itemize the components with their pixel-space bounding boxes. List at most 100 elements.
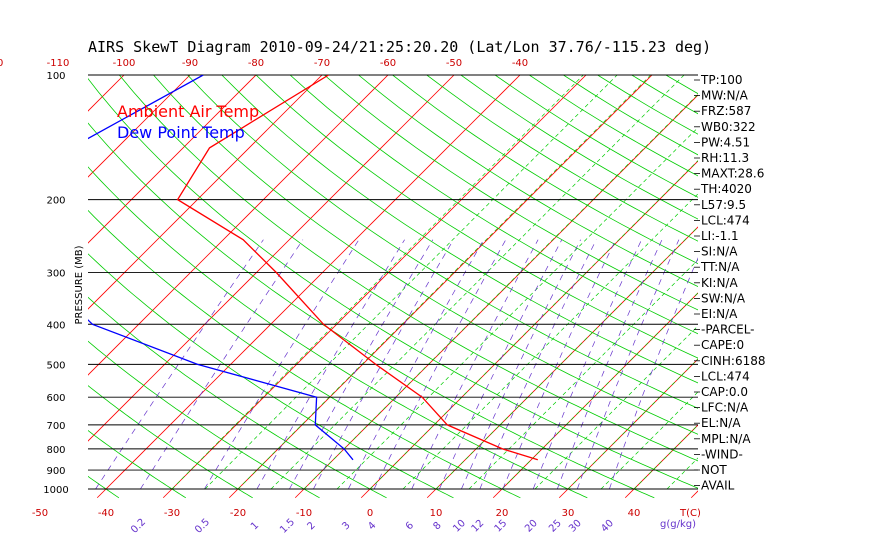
dry-adiabat-line	[88, 166, 588, 499]
isotherm-line	[96, 75, 521, 499]
pressure-tick-label: 800	[46, 445, 65, 456]
mixing-ratio-line	[502, 239, 617, 490]
bottom-tick-label: 30	[562, 508, 575, 519]
moist-adiabat-line	[336, 127, 698, 490]
index-entry: LFC:N/A	[701, 401, 749, 415]
isotherm-line	[624, 424, 698, 499]
mixing-ratio-tick-label: 0.2	[129, 517, 148, 536]
chart-title: AIRS SkewT Diagram 2010-09-24/21:25:20.2…	[88, 38, 711, 56]
isotherm-line	[88, 75, 455, 442]
top-tick-label: -60	[380, 58, 396, 69]
top-tick-label: -100	[113, 58, 136, 69]
mixing-ratio-line	[373, 239, 507, 490]
dew-point-temp-line	[88, 75, 354, 461]
isotherm-line	[162, 75, 587, 499]
isotherm-line	[88, 75, 323, 310]
isobars	[88, 74, 698, 490]
profiles	[88, 75, 538, 461]
dry-adiabat-line	[88, 385, 253, 499]
moist-adiabat-line	[270, 75, 685, 490]
top-tick-label: -80	[248, 58, 264, 69]
dry-adiabat-line	[88, 430, 187, 499]
index-entry: MW:N/A	[701, 89, 749, 103]
moist-adiabat-line	[369, 160, 698, 490]
bottom-tick-label: 20	[496, 508, 509, 519]
y-axis-label: PRESSURE (MB)	[74, 245, 85, 324]
pressure-tick-label: 900	[46, 466, 65, 477]
mixing-ratio-line	[313, 239, 454, 490]
dry-adiabat-line	[221, 75, 698, 384]
index-entry: PW:4.51	[701, 135, 750, 149]
top-tick-label: -50	[446, 58, 462, 69]
moist-adiabat-line	[633, 424, 698, 490]
index-entry: TT:N/A	[700, 260, 740, 274]
index-entry: -WIND-	[701, 447, 743, 461]
index-entry: MAXT:28.6	[701, 167, 764, 181]
mixing-ratio-line	[347, 239, 485, 490]
dry-adiabat-line	[289, 75, 698, 335]
dry-adiabat-line	[358, 75, 698, 288]
index-entry: SI:N/A	[701, 245, 738, 259]
moist-adiabat-line	[435, 226, 698, 490]
mixing-ratio-line	[95, 239, 264, 490]
isotherm-line	[360, 160, 698, 499]
dry-adiabat-line	[88, 253, 454, 499]
top-tick-label: -90	[182, 58, 198, 69]
mixing-ratio-tick-label: 3	[340, 520, 352, 532]
mixing-ratio-tick-label: 15	[493, 518, 510, 535]
moist-adiabat-line	[666, 457, 698, 490]
mixing-ratio-tick-label: 20	[523, 518, 540, 535]
mixing-ratio-line	[556, 239, 663, 490]
mixing-ratio-tick-label: 30	[567, 518, 584, 535]
index-entry: CAP:0.0	[701, 385, 748, 399]
index-entry: RH:11.3	[701, 151, 749, 165]
background-grid	[88, 75, 870, 499]
mixing-ratio-tick-label: 10	[451, 518, 468, 535]
index-entry: MPL:N/A	[701, 432, 751, 446]
mixing-ratio-tick-label: 25	[547, 518, 564, 535]
mixing-ratio-tick-label: 1.5	[278, 517, 297, 536]
dry-adiabat-line	[118, 75, 698, 462]
dry-adiabat-line	[768, 75, 870, 498]
top-tick-label: -70	[314, 58, 330, 69]
bottom-tick-label: -40	[98, 508, 114, 519]
isotherm-line	[88, 75, 125, 112]
moist-adiabat-line	[402, 193, 698, 490]
mixing-ratio-line	[289, 239, 434, 490]
pressure-tick-label: 1000	[43, 485, 68, 496]
bottom-tick-label: 0	[367, 508, 373, 519]
bottom-tick-label: -50	[32, 508, 48, 519]
bottom-tick-label: -30	[164, 508, 180, 519]
bottom-axis-label: T(C)	[679, 508, 701, 519]
mixing-ratio-line	[411, 239, 539, 490]
mixing-ratio-tick-label: 8	[431, 520, 443, 532]
index-entry: NOT	[701, 463, 727, 477]
mixing-ratio-line	[461, 239, 581, 490]
index-entry: TP:100	[700, 73, 743, 87]
index-entry: -PARCEL-	[701, 323, 755, 337]
mixing-ratio-tick-label: 4	[366, 520, 378, 532]
mixing-ratio-tick-label: 12	[470, 518, 487, 535]
dry-adiabat-line	[529, 75, 698, 177]
mixing-ratio-line	[204, 239, 360, 490]
bottom-tick-label: 10	[430, 508, 443, 519]
mixing-ratio-tick-label: 1	[249, 520, 261, 532]
dry-adiabat-line	[665, 75, 698, 95]
mixing-ratio-line	[439, 239, 563, 490]
isotherm-line	[88, 75, 257, 244]
index-entry: EI:N/A	[701, 307, 738, 321]
index-entry: KI:N/A	[701, 276, 738, 290]
dry-adiabat-line	[88, 296, 387, 499]
index-entry: SW:N/A	[701, 291, 746, 305]
legend-ambient-air-temp: Ambient Air Temp	[117, 102, 259, 121]
moist-adiabat-line	[237, 75, 651, 490]
moist-adiabat-line	[303, 93, 698, 490]
mixing-ratio-line	[576, 239, 680, 490]
dry-adiabat-line	[494, 75, 698, 198]
index-entry: EL:N/A	[701, 416, 741, 430]
dry-adiabat-line	[88, 77, 698, 489]
top-temperature-tick-labels: -120 -110 -100 -90 -80 -70 -60 -50 -40	[0, 58, 528, 69]
pressure-tick-label: 100	[46, 71, 65, 82]
